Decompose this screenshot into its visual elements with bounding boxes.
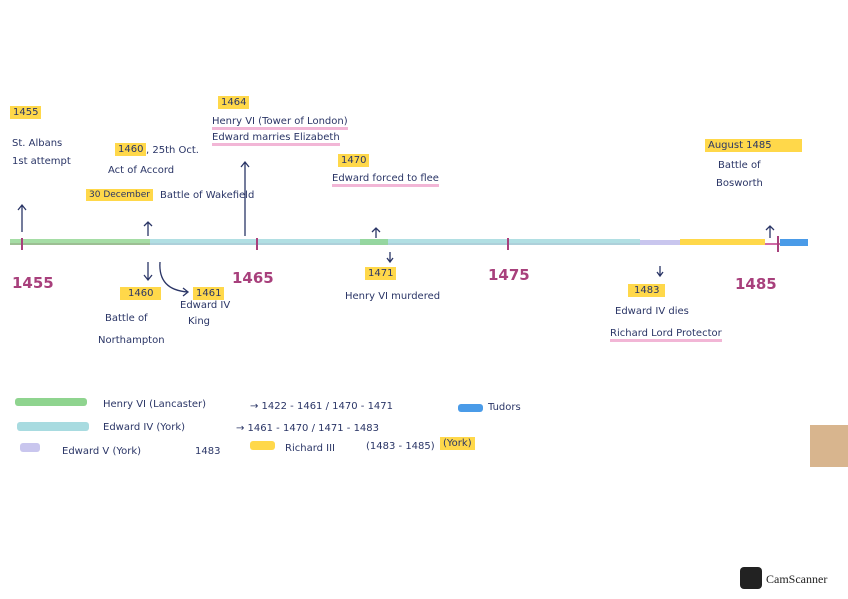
year: August 1485 — [705, 139, 802, 152]
axis-label: 1455 — [12, 274, 54, 292]
event-text: Act of Accord — [108, 165, 175, 176]
event-text: Henry VI (Tower of London) — [212, 116, 348, 130]
scan-edge — [810, 425, 848, 467]
legend-name: Richard III — [285, 443, 335, 454]
event-text: Edward IV dies — [615, 306, 689, 317]
lancaster-band — [10, 239, 150, 245]
legend-name: Edward V (York) — [62, 446, 142, 457]
legend-swatch — [458, 404, 483, 412]
legend-name: Henry VI (Lancaster) — [103, 399, 207, 410]
legend-years: → 1422 - 1461 / 1470 - 1471 — [250, 401, 394, 412]
arrows — [17, 160, 775, 297]
event-date: 30 December — [86, 189, 153, 201]
year: 1464 — [218, 96, 250, 109]
legend-name: Tudors — [488, 402, 521, 413]
axis-ticks — [21, 236, 779, 252]
event-text: Edward marries Elizabeth — [212, 132, 340, 146]
edward-v-band — [640, 240, 680, 245]
event-text: Battle of — [105, 313, 148, 324]
legend-swatch — [15, 398, 87, 406]
event-text: 1st attempt — [12, 156, 71, 167]
event-text: King — [188, 316, 211, 327]
legend-house: (York) — [440, 437, 475, 450]
event-text: Northampton — [98, 335, 165, 346]
year: 1460 — [120, 287, 162, 300]
legend-years: → 1461 - 1470 / 1471 - 1483 — [236, 423, 380, 434]
year: 1461 — [193, 287, 225, 300]
legend-swatch — [20, 443, 40, 452]
event-text: Edward forced to flee — [332, 173, 439, 187]
tudor-band — [780, 239, 808, 246]
year: 1460 — [115, 143, 147, 156]
york-band — [150, 239, 640, 245]
year: 1471 — [365, 267, 397, 280]
event-text: Battle of — [718, 160, 761, 171]
year: 1470 — [338, 154, 370, 167]
event-text: Edward IV — [180, 300, 231, 311]
app-name: CamScanner — [766, 572, 828, 586]
legend-swatch — [17, 422, 89, 431]
lancaster-band — [360, 239, 388, 245]
app-logo — [740, 567, 762, 589]
legend-name: Edward IV (York) — [103, 422, 186, 433]
event-text: Henry VI murdered — [345, 291, 441, 302]
axis-label: 1475 — [488, 266, 530, 284]
event-text: Richard Lord Protector — [610, 328, 722, 342]
legend-years: (1483 - 1485) — [366, 441, 435, 452]
richard-band — [680, 239, 765, 245]
event-text: St. Albans — [12, 138, 63, 149]
event-date: , 25th Oct. — [146, 145, 199, 156]
axis-label: 1465 — [232, 269, 274, 287]
axis-label: 1485 — [735, 275, 777, 293]
event-text: Bosworth — [716, 178, 763, 189]
event-text: Battle of Wakefield — [160, 190, 255, 201]
legend-swatch — [250, 441, 275, 450]
legend-years: 1483 — [195, 446, 221, 457]
year: 1483 — [628, 284, 666, 297]
year: 1455 — [10, 106, 42, 119]
